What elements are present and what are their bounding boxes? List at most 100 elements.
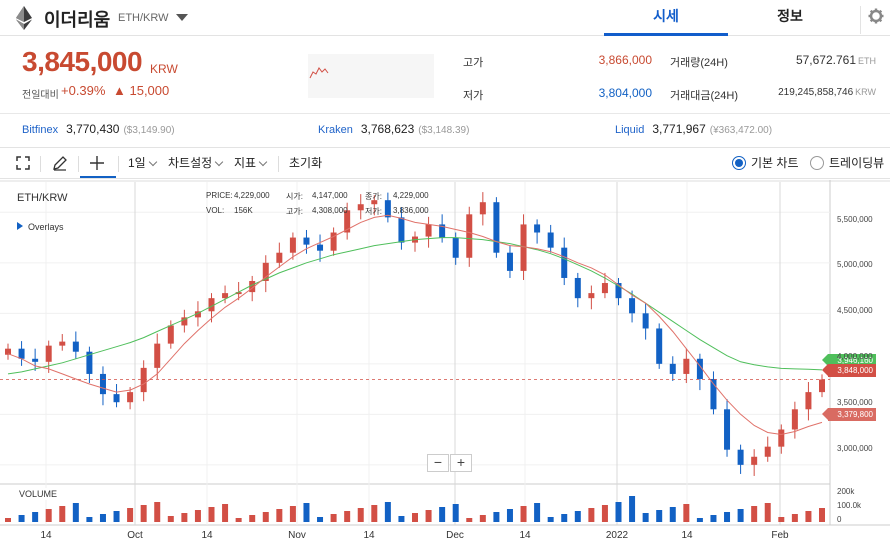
crosshair-active-indicator [80,176,116,178]
candle-body [99,373,106,395]
candle-body [5,348,11,355]
chart-toolbar: 1일 차트설정 지표 초기화 기본 차트 트레이딩뷰 [0,147,890,179]
toolbar-separator [118,156,119,172]
exchange-usd: ($3,149.90) [123,125,175,136]
coin-name: 이더리움 [44,10,111,30]
legend-close: 4,229,000 [393,191,429,200]
volume-bar [452,504,459,522]
volume-bar [629,496,636,522]
candle-body [276,252,283,263]
overlays-toggle[interactable]: Overlays [17,222,64,232]
volume-bar [493,512,500,522]
exchange-name[interactable]: Liquid [615,124,645,136]
volume-bar [439,507,446,522]
ethereum-icon [16,6,32,30]
volume-bar [683,504,690,522]
crosshair-icon[interactable] [89,155,105,171]
volume-bar [262,512,269,522]
x-tick: 14 [201,530,213,541]
legend-open-label: 시가: [286,192,303,201]
candle-body [683,358,690,374]
exchange-usd: (¥363,472.00) [709,125,773,136]
y-tick: 3,000,000 [837,444,873,453]
exchange-name[interactable]: Bitfinex [22,124,59,136]
basic-chart-radio[interactable] [732,156,746,170]
candle-body [601,283,608,294]
x-tick: Oct [127,530,143,541]
amount-24h-label: 거래대금(24H) [670,90,738,102]
volume-bar [656,510,663,522]
settings-button[interactable] [860,6,888,34]
reset-button[interactable]: 초기화 [289,156,323,170]
volume-bar [412,513,418,522]
candle-body [520,224,527,271]
chart-pair-label: ETH/KRW [17,192,68,204]
candle-body [479,202,486,215]
volume-bar [235,518,242,522]
legend-open: 4,147,000 [312,191,348,200]
x-tick: Nov [288,530,306,541]
candle-body [534,224,541,233]
tradingview-label[interactable]: 트레이딩뷰 [829,156,885,170]
y-tick: 5,000,000 [837,260,873,269]
exchange-kraken: Kraken 3,768,623 ($3,148.39) [318,122,469,136]
volume-bar [330,514,337,522]
change-percent: +0.39% [61,83,106,98]
interval-select[interactable]: 1일 [128,148,157,178]
basic-chart-label[interactable]: 기본 차트 [751,156,799,170]
exchange-usd: ($3,148.39) [418,125,470,136]
y-tick: 4,500,000 [837,306,873,315]
high-value: 3,866,000 [598,53,652,67]
volume-bar [154,502,161,522]
volume-bar [276,509,283,522]
indicators-label: 지표 [234,156,257,170]
ma-long-line [7,237,823,375]
volume-bar [588,508,595,522]
candle-body [154,343,161,368]
chevron-down-icon[interactable] [176,14,188,21]
fullscreen-icon[interactable] [16,156,30,170]
zoom-in-button[interactable]: + [450,454,472,472]
candle-body [357,204,364,211]
legend-price: 4,229,000 [234,191,270,200]
high-label: 고가 [463,57,484,69]
tradingview-radio[interactable] [810,156,824,170]
candle-body [344,210,351,233]
candle-body [669,363,676,374]
volume-bar [72,503,79,522]
candle-body [588,293,595,299]
x-tick: Feb [771,530,789,541]
volume-bar [724,512,731,522]
volume-bar [561,514,568,522]
candle-body [696,358,703,379]
exchange-bitfinex: Bitfinex 3,770,430 ($3,149.90) [22,122,175,136]
price-chart-canvas[interactable] [0,180,890,549]
legend-low: 3,836,000 [393,206,429,215]
volume-bar [805,511,812,522]
price-chart[interactable]: ETH/KRW Overlays PRICE: 4,229,000 VOL: 1… [0,180,890,549]
chart-settings-menu[interactable]: 차트설정 [168,148,224,178]
volume-bar [520,506,527,522]
exchange-price: 3,771,967 [652,122,706,136]
candle-body [547,232,554,248]
tab-quote[interactable]: 시세 [604,0,728,36]
pencil-icon[interactable] [52,155,68,171]
volume-bar [249,515,256,522]
indicators-menu[interactable]: 지표 [234,148,268,178]
candle-body [656,328,663,364]
volume-bar [303,503,310,522]
legend-price-label: PRICE: [206,191,233,200]
exchange-name[interactable]: Kraken [318,124,353,136]
amount-24h-unit: KRW [855,87,876,97]
volume-bar [819,508,825,522]
volume-bar [5,518,11,522]
x-tick: 14 [681,530,693,541]
zoom-out-button[interactable]: − [427,454,449,472]
volume-24h-label: 거래량(24H) [670,57,728,69]
interval-label: 1일 [128,156,146,170]
volume-bar [99,514,106,522]
volume-bar [357,508,364,522]
candle-body [140,367,147,393]
tab-info[interactable]: 정보 [777,8,803,24]
exchange-liquid: Liquid 3,771,967 (¥363,472.00) [615,122,772,136]
